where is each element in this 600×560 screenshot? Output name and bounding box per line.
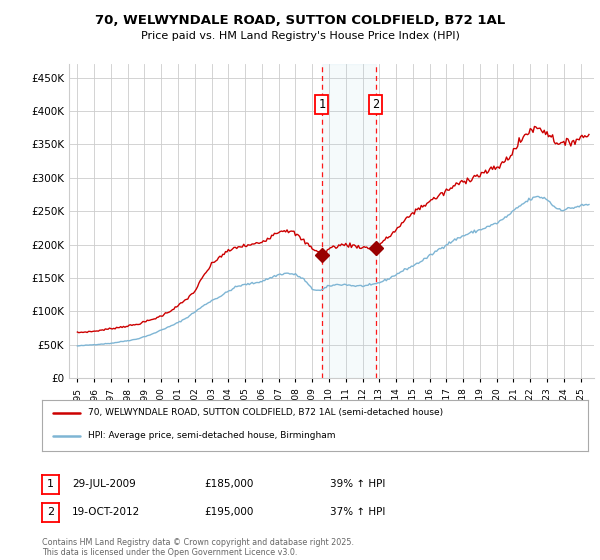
- Text: Price paid vs. HM Land Registry's House Price Index (HPI): Price paid vs. HM Land Registry's House …: [140, 31, 460, 41]
- Text: 2: 2: [373, 98, 380, 111]
- Text: 39% ↑ HPI: 39% ↑ HPI: [330, 479, 385, 489]
- Bar: [322, 64, 376, 378]
- Text: HPI: Average price, semi-detached house, Birmingham: HPI: Average price, semi-detached house,…: [88, 431, 336, 440]
- Text: 37% ↑ HPI: 37% ↑ HPI: [330, 507, 385, 517]
- Text: £185,000: £185,000: [204, 479, 253, 489]
- Text: 70, WELWYNDALE ROAD, SUTTON COLDFIELD, B72 1AL: 70, WELWYNDALE ROAD, SUTTON COLDFIELD, B…: [95, 14, 505, 27]
- Text: 2: 2: [47, 507, 54, 517]
- Text: 70, WELWYNDALE ROAD, SUTTON COLDFIELD, B72 1AL (semi-detached house): 70, WELWYNDALE ROAD, SUTTON COLDFIELD, B…: [88, 408, 443, 418]
- Text: 1: 1: [47, 479, 54, 489]
- Text: Contains HM Land Registry data © Crown copyright and database right 2025.
This d: Contains HM Land Registry data © Crown c…: [42, 538, 354, 557]
- Text: 19-OCT-2012: 19-OCT-2012: [72, 507, 140, 517]
- Text: 29-JUL-2009: 29-JUL-2009: [72, 479, 136, 489]
- Text: £195,000: £195,000: [204, 507, 253, 517]
- Text: 1: 1: [318, 98, 325, 111]
